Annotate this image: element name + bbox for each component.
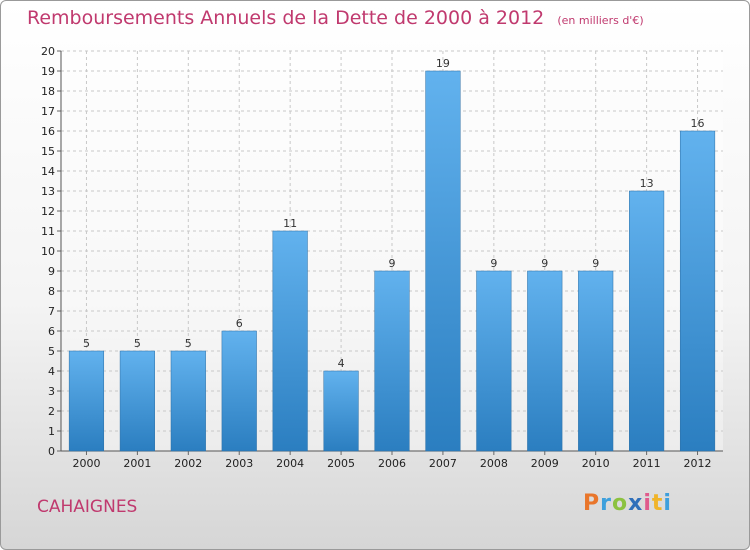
bar-value-label: 5 [83,337,90,350]
bar-2002 [170,350,206,452]
y-tick-label: 9 [48,265,55,278]
y-tick-label: 0 [48,445,55,458]
logo-letter: x [628,491,644,516]
bar-value-label: 9 [592,257,599,270]
x-tick-label: 2003 [225,457,253,470]
logo-letter: t [651,491,664,516]
logo-letter: r [600,491,612,516]
y-tick-label: 1 [48,425,55,438]
logo-letter: o [611,491,629,516]
bar-value-label: 4 [338,357,345,370]
y-tick-label: 7 [48,305,55,318]
y-tick-label: 14 [41,165,55,178]
logo-letter: i [643,491,652,516]
logo-letter: i [663,491,672,516]
y-tick-label: 6 [48,325,55,338]
y-tick-label: 18 [41,85,55,98]
chart-title-unit: (en milliers d'€) [557,14,644,27]
bar-2001 [119,350,155,452]
labels: 0123456789101112131415161718192052000520… [41,45,712,470]
x-tick-label: 2008 [480,457,508,470]
logo-letter: P [583,491,601,516]
bar-value-label: 11 [283,217,297,230]
y-tick-label: 19 [41,65,55,78]
bar-2007 [425,70,461,452]
bar-value-label: 16 [691,117,705,130]
y-tick-label: 13 [41,185,55,198]
bar-value-label: 19 [436,57,450,70]
bar-value-label: 13 [640,177,654,190]
bar-value-label: 5 [134,337,141,350]
y-tick-label: 10 [41,245,55,258]
x-tick-label: 2006 [378,457,406,470]
y-tick-label: 12 [41,205,55,218]
y-tick-label: 3 [48,385,55,398]
y-tick-label: 16 [41,125,55,138]
y-tick-label: 15 [41,145,55,158]
y-tick-label: 4 [48,365,55,378]
bar-value-label: 6 [236,317,243,330]
y-tick-label: 8 [48,285,55,298]
x-tick-label: 2004 [276,457,304,470]
location-name: CAHAIGNES [37,497,138,517]
x-tick-label: 2000 [72,457,100,470]
bar-value-label: 9 [541,257,548,270]
bar-2012 [679,130,716,452]
bars [68,70,716,452]
x-tick-label: 2011 [633,457,661,470]
bar-2010 [578,270,614,452]
bar-2011 [629,190,665,452]
bar-2003 [221,330,257,452]
bar-2006 [374,270,410,452]
x-tick-label: 2002 [174,457,202,470]
bar-value-label: 5 [185,337,192,350]
proxiti-logo: Proxiti [583,491,672,516]
y-tick-label: 5 [48,345,55,358]
bar-2009 [527,270,563,452]
y-tick-label: 20 [41,45,55,58]
y-tick-label: 17 [41,105,55,118]
x-tick-label: 2001 [123,457,151,470]
x-tick-label: 2007 [429,457,457,470]
x-tick-label: 2012 [684,457,712,470]
bar-value-label: 9 [490,257,497,270]
bar-2008 [476,270,512,452]
chart-title: Remboursements Annuels de la Dette de 20… [27,7,644,29]
chart-title-main: Remboursements Annuels de la Dette de 20… [27,7,545,29]
y-tick-label: 11 [41,225,55,238]
x-tick-label: 2010 [582,457,610,470]
x-tick-label: 2009 [531,457,559,470]
bar-2005 [323,370,359,452]
y-tick-label: 2 [48,405,55,418]
x-tick-label: 2005 [327,457,355,470]
bar-2004 [272,230,308,452]
bar-value-label: 9 [389,257,396,270]
bar-2000 [68,350,105,452]
